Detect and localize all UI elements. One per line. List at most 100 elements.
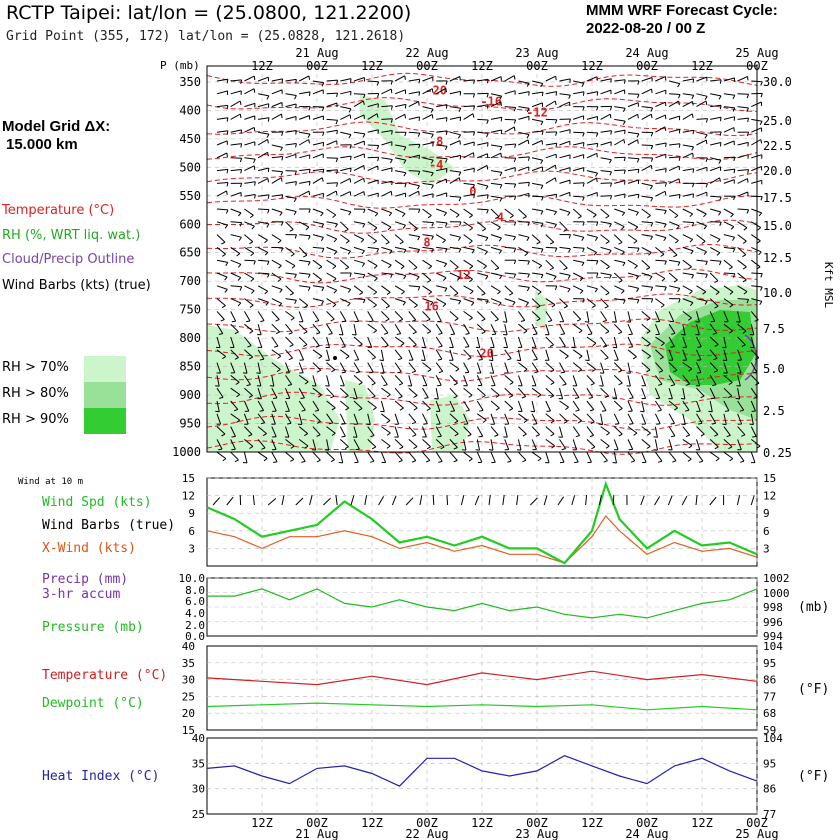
- wind-barb: [436, 104, 448, 108]
- wind-barb: [339, 413, 346, 424]
- wind-barb: [436, 117, 448, 120]
- wind-barb: [641, 336, 651, 345]
- wind-barb: [339, 221, 349, 230]
- wind-barb: [532, 91, 544, 95]
- wind-barb-flag: [349, 144, 352, 149]
- wind-barb: [682, 246, 694, 252]
- wind-barb-flag: [225, 209, 229, 214]
- wind-barb-flag: [705, 118, 708, 123]
- wind-barb-flag: [418, 191, 420, 196]
- wind-barb: [627, 336, 634, 348]
- wind-barb-flag: [609, 171, 612, 176]
- wind-barb: [436, 246, 448, 250]
- wind-barb: [463, 246, 475, 251]
- wind-barb-flag: [698, 422, 703, 425]
- wind-barb: [518, 234, 530, 238]
- wind-barb: [641, 452, 647, 463]
- wind-barb: [381, 180, 393, 184]
- wind-barb: [476, 349, 483, 360]
- wind-barb: [298, 438, 309, 447]
- wind-barb-flag: [677, 261, 681, 266]
- wind-barb-flag: [469, 317, 473, 321]
- wind-barb-flag: [281, 78, 284, 83]
- wind-barb: [545, 75, 556, 82]
- wind-barb-flag: [630, 460, 635, 463]
- wind-barb: [326, 311, 335, 320]
- wind-barb-flag: [513, 236, 516, 241]
- wind-barb-flag: [485, 237, 489, 242]
- surface-wind-barb: [502, 495, 505, 506]
- wind-barb: [326, 79, 338, 82]
- pressure-tick-label: 1000: [172, 445, 201, 459]
- wind-barb-flag: [514, 143, 517, 148]
- wind-barb-flag: [266, 133, 270, 138]
- wind-barb: [394, 323, 402, 334]
- wind-barb-flag: [238, 212, 242, 217]
- wind-barb: [463, 105, 475, 108]
- wind-barb-flag: [692, 153, 694, 158]
- wind-barb-flag: [718, 95, 722, 100]
- wind-barb: [422, 142, 434, 146]
- wind-barb-flag: [279, 289, 283, 293]
- wind-barb: [326, 362, 336, 371]
- wind-barb: [408, 387, 418, 396]
- wind-barb-flag: [498, 250, 503, 254]
- wind-barb-flag: [499, 95, 503, 100]
- wind-barb-flag: [412, 344, 417, 348]
- wind-barb: [477, 208, 489, 211]
- wind-barb: [559, 78, 571, 82]
- wind-barb-flag: [322, 169, 325, 174]
- top-time-label: 12Z: [691, 59, 713, 73]
- wind-barb: [408, 362, 417, 372]
- wind-barb-flag: [660, 342, 665, 347]
- wind-barb: [572, 362, 583, 370]
- wind-barb: [696, 191, 707, 197]
- wind-barb-flag: [732, 248, 736, 253]
- wind-barb: [436, 157, 448, 160]
- wind-barb: [326, 208, 337, 216]
- temperature-contour: [206, 391, 758, 406]
- wind-barb: [381, 88, 392, 95]
- wind-barb: [312, 141, 324, 146]
- wind-barb-flag: [660, 304, 665, 308]
- wind-barb: [299, 91, 311, 95]
- wind-barb: [449, 116, 461, 120]
- wind-barb-flag: [582, 182, 585, 187]
- wind-barb: [339, 400, 350, 409]
- wind-barb-flag: [605, 266, 610, 270]
- wind-barb: [710, 166, 721, 172]
- wind-barb-flag: [495, 407, 500, 411]
- legend-rh: RH (%, WRT liq. wat.): [2, 228, 141, 243]
- wind-barb: [682, 221, 694, 224]
- wind-barb: [230, 375, 240, 383]
- wind-barb: [299, 168, 311, 172]
- wind-barb: [326, 92, 338, 95]
- wind-barb-flag: [363, 178, 365, 183]
- wind-barb: [559, 323, 566, 335]
- wind-barb-flag: [465, 409, 470, 412]
- wind-barb: [271, 78, 283, 82]
- wind-barb: [449, 439, 458, 448]
- wind-barb: [682, 388, 686, 400]
- wind-barb-flag: [373, 330, 377, 334]
- wind-barb-flag: [417, 171, 421, 176]
- wind-barb: [614, 180, 626, 184]
- wind-barb: [299, 131, 311, 135]
- temperature-left-tick: 40: [182, 640, 195, 653]
- wind-barb: [737, 247, 747, 256]
- wind-barb-flag: [294, 234, 297, 239]
- wind-barb: [326, 182, 338, 184]
- wind-barb: [517, 439, 522, 451]
- wind-speed-line: [206, 480, 758, 565]
- wind-barb-flag: [672, 460, 677, 463]
- wind-barb: [477, 104, 489, 108]
- wind-barb-flag: [554, 119, 558, 124]
- wind-barb-flag: [624, 130, 626, 135]
- wind-barb-flag: [445, 168, 448, 173]
- top-date-label: 25 Aug: [735, 46, 778, 60]
- wind-barb: [449, 131, 461, 136]
- wind-barb-flag: [498, 237, 502, 242]
- wind-barb-flag: [714, 434, 719, 437]
- wind-barb: [504, 336, 508, 348]
- wind-barb-flag: [670, 435, 676, 438]
